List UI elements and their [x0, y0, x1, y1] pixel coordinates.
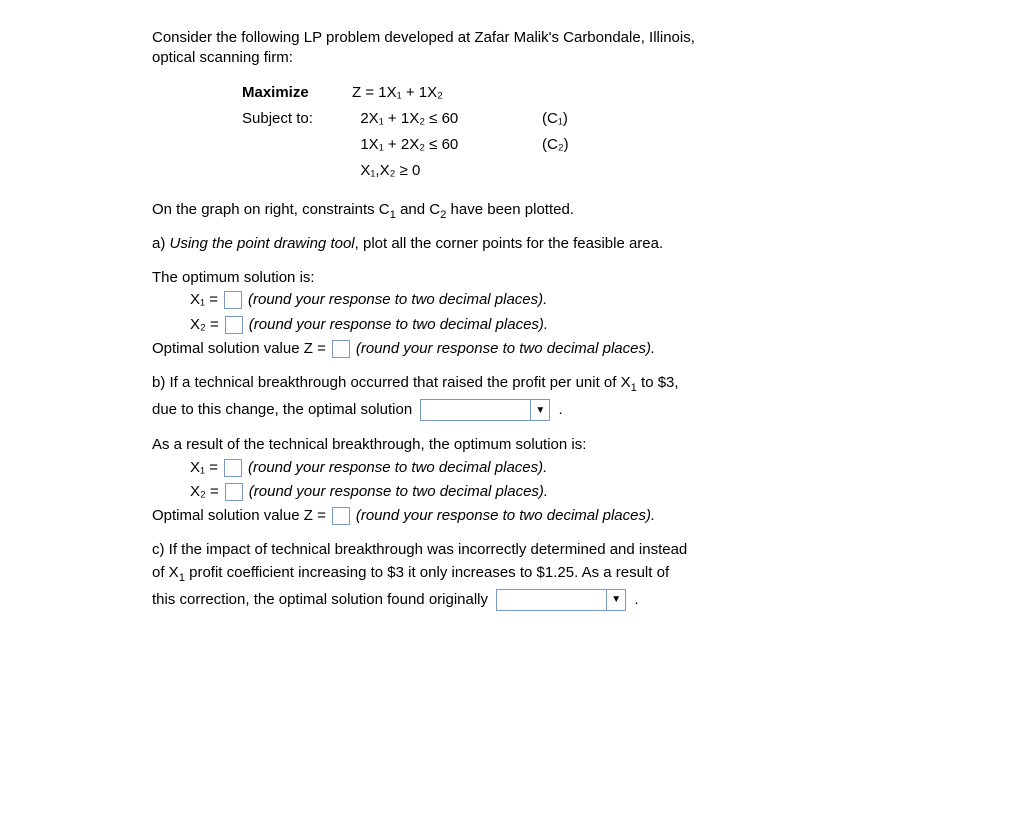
part-b-line1: b) If a technical breakthrough occurred … — [152, 373, 832, 393]
maximize-label: Maximize — [242, 83, 352, 103]
z-label: Optimal solution value Z = — [152, 339, 326, 359]
lp-c2-row: 1X₁ + 2X₂ ≤ 60 (C₂) — [242, 135, 1012, 155]
part-b-dropdown[interactable]: ▼ — [420, 399, 550, 421]
part-b-z-line: Optimal solution value Z = (round your r… — [152, 506, 1012, 526]
z-label: Optimal solution value Z = — [152, 506, 326, 526]
x1-label: X₁ = — [190, 290, 218, 310]
part-b: b) If a technical breakthrough occurred … — [152, 373, 1012, 526]
round-note: (round your response to two decimal plac… — [248, 290, 547, 310]
part-b-heading: As a result of the technical breakthroug… — [152, 435, 832, 455]
part-c-line3: this correction, the optimal solution fo… — [152, 589, 832, 611]
part-a-x1-line: X₁ = (round your response to two decimal… — [190, 290, 1012, 310]
part-b-x2-input[interactable] — [225, 483, 243, 501]
x2-label: X₂ = — [190, 482, 219, 502]
intro-line1: Consider the following LP problem develo… — [152, 29, 695, 46]
lp-nonneg-row: X₁,X₂ ≥ 0 — [242, 161, 1012, 181]
round-note: (round your response to two decimal plac… — [356, 339, 655, 359]
lp-objective-row: Maximize Z = 1X₁ + 1X₂ — [242, 83, 1012, 103]
round-note: (round your response to two decimal plac… — [248, 458, 547, 478]
part-b-line2: due to this change, the optimal solution… — [152, 399, 832, 421]
part-b-x1-line: X₁ = (round your response to two decimal… — [190, 458, 1012, 478]
part-a-instruction: a) Using the point drawing tool, plot al… — [152, 234, 832, 254]
intro-line2: optical scanning firm: — [152, 49, 293, 66]
graph-note: On the graph on right, constraints C1 an… — [152, 200, 832, 220]
round-note: (round your response to two decimal plac… — [249, 315, 548, 335]
part-b-x1-input[interactable] — [224, 459, 242, 477]
part-a-x2-input[interactable] — [225, 316, 243, 334]
part-a-x2-line: X₂ = (round your response to two decimal… — [190, 315, 1012, 335]
part-b-x2-line: X₂ = (round your response to two decimal… — [190, 482, 1012, 502]
part-a: a) Using the point drawing tool, plot al… — [152, 234, 1012, 359]
part-a-heading: The optimum solution is: — [152, 268, 832, 288]
chevron-down-icon: ▼ — [530, 400, 549, 420]
objective-expr: Z = 1X₁ + 1X₂ — [352, 83, 542, 103]
round-note: (round your response to two decimal plac… — [356, 506, 655, 526]
nonneg-expr: X₁,X₂ ≥ 0 — [352, 161, 542, 181]
lp-formulation: Maximize Z = 1X₁ + 1X₂ Subject to: 2X₁ +… — [242, 83, 1012, 182]
chevron-down-icon: ▼ — [606, 590, 625, 610]
c2-expr: 1X₁ + 2X₂ ≤ 60 — [352, 135, 542, 155]
part-b-answers: X₁ = (round your response to two decimal… — [190, 458, 1012, 503]
part-c: c) If the impact of technical breakthrou… — [152, 540, 1012, 611]
part-c-line2: of X1 profit coefficient increasing to $… — [152, 563, 832, 583]
part-c-line1: c) If the impact of technical breakthrou… — [152, 540, 832, 560]
lp-c1-row: Subject to: 2X₁ + 1X₂ ≤ 60 (C₁) — [242, 109, 1012, 129]
subject-to-label: Subject to: — [242, 109, 352, 129]
c1-tag: (C₁) — [542, 109, 602, 129]
part-a-answers: X₁ = (round your response to two decimal… — [190, 290, 1012, 335]
part-a-z-input[interactable] — [332, 340, 350, 358]
x2-label: X₂ = — [190, 315, 219, 335]
part-b-z-input[interactable] — [332, 507, 350, 525]
part-a-x1-input[interactable] — [224, 291, 242, 309]
intro-paragraph: Consider the following LP problem develo… — [152, 28, 832, 69]
round-note: (round your response to two decimal plac… — [249, 482, 548, 502]
part-a-z-line: Optimal solution value Z = (round your r… — [152, 339, 1012, 359]
problem-page: Consider the following LP problem develo… — [0, 0, 1012, 825]
x1-label: X₁ = — [190, 458, 218, 478]
c1-expr: 2X₁ + 1X₂ ≤ 60 — [352, 109, 542, 129]
c2-tag: (C₂) — [542, 135, 602, 155]
part-c-dropdown[interactable]: ▼ — [496, 589, 626, 611]
